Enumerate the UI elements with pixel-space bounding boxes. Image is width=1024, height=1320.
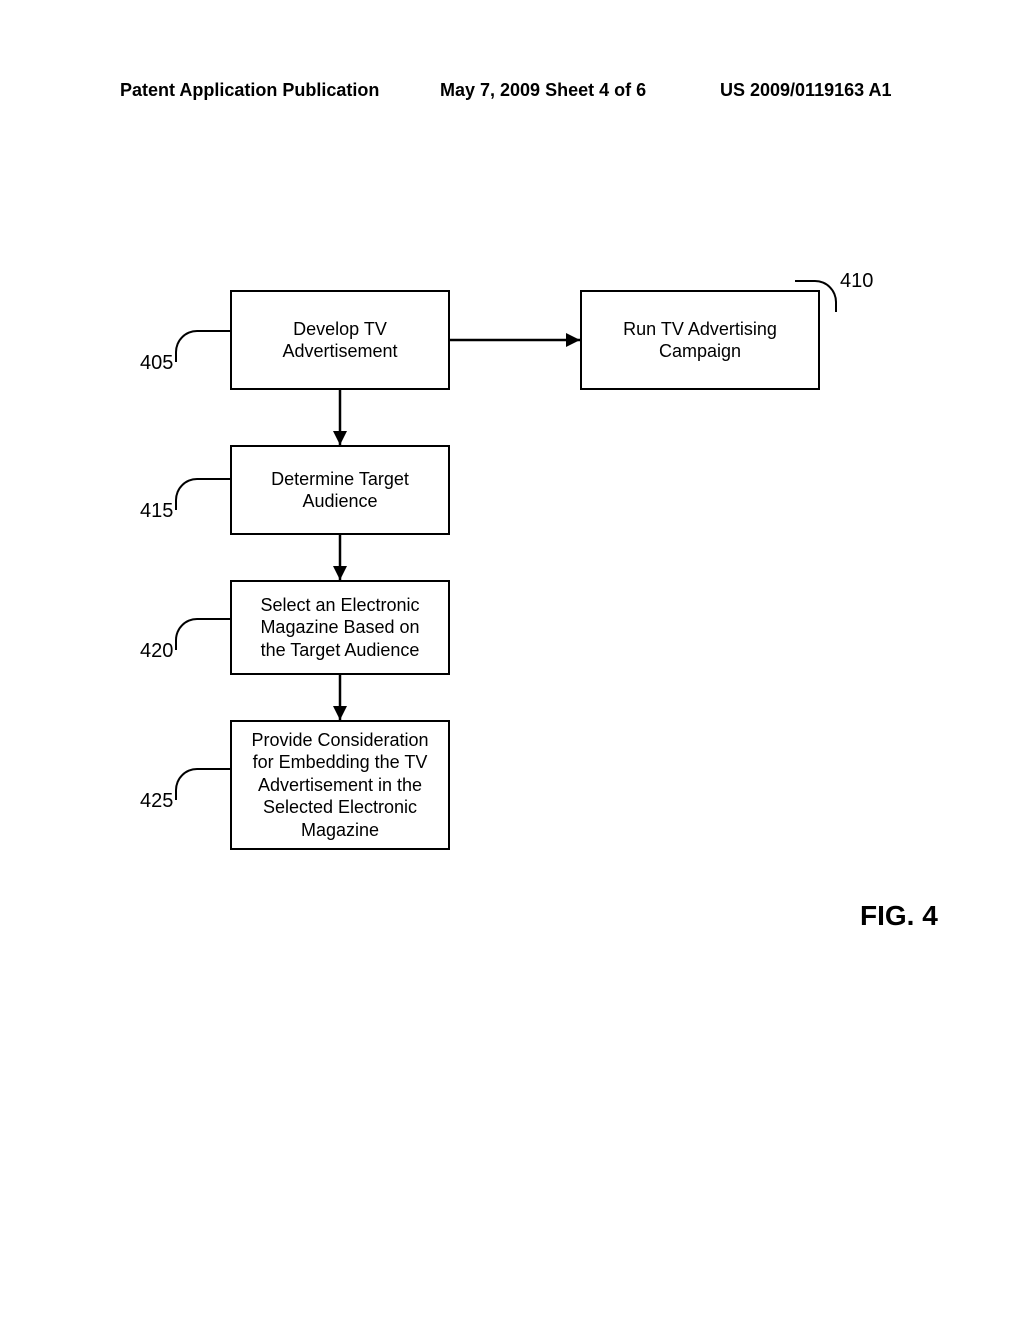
node-420: Select an ElectronicMagazine Based onthe… [230,580,450,675]
ref-405: 405 [140,352,173,375]
node-425-text: Provide Considerationfor Embedding the T… [251,729,428,842]
ref-415: 415 [140,500,173,523]
node-410: Run TV AdvertisingCampaign [580,290,820,390]
node-415: Determine TargetAudience [230,445,450,535]
flowchart-fig-4: Develop TVAdvertisement Run TV Advertisi… [0,0,1024,1320]
lead-405 [175,330,232,362]
lead-420 [175,618,232,650]
ref-410: 410 [840,270,873,293]
node-425: Provide Considerationfor Embedding the T… [230,720,450,850]
ref-425: 425 [140,790,173,813]
ref-420: 420 [140,640,173,663]
lead-425 [175,768,232,800]
node-420-text: Select an ElectronicMagazine Based onthe… [260,594,419,662]
figure-label: FIG. 4 [860,900,938,932]
node-405: Develop TVAdvertisement [230,290,450,390]
lead-410 [795,280,837,312]
node-410-text: Run TV AdvertisingCampaign [623,318,777,363]
node-405-text: Develop TVAdvertisement [282,318,397,363]
lead-415 [175,478,232,510]
node-415-text: Determine TargetAudience [271,468,409,513]
